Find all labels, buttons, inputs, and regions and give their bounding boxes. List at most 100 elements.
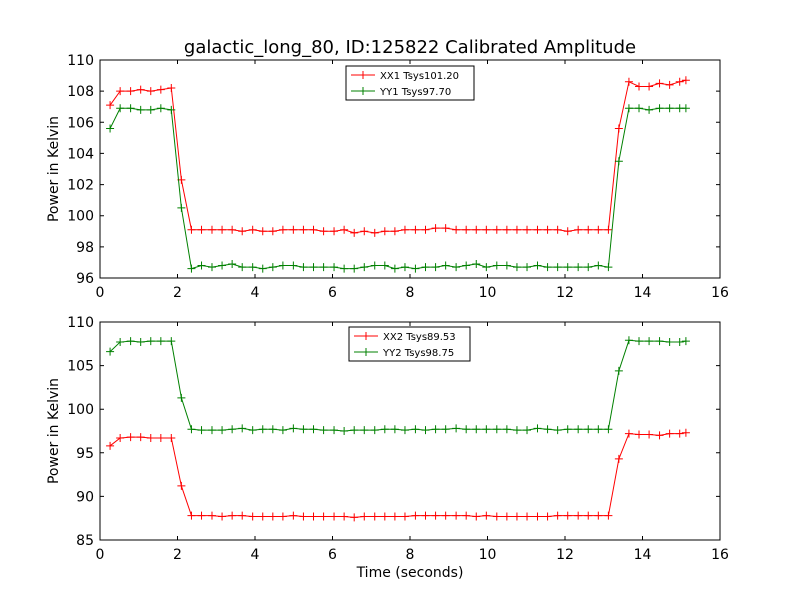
- data-point: [238, 263, 247, 272]
- data-point: [116, 104, 125, 113]
- data-point: [543, 225, 552, 234]
- legend-marker: [359, 87, 367, 95]
- data-point: [472, 225, 481, 234]
- data-point: [482, 225, 491, 234]
- legend-label: YY1 Tsys97.70: [379, 87, 451, 98]
- data-point: [218, 261, 227, 270]
- data-point: [207, 511, 216, 520]
- y-tick-label: 108: [67, 84, 94, 100]
- data-point: [533, 225, 542, 234]
- data-point: [319, 263, 328, 272]
- data-point: [421, 263, 430, 272]
- data-point: [624, 429, 633, 438]
- data-point: [340, 264, 349, 273]
- data-point: [594, 425, 603, 434]
- data-point: [218, 426, 227, 435]
- data-point: [106, 124, 115, 133]
- data-point: [421, 511, 430, 520]
- data-point: [411, 425, 420, 434]
- legend-label: YY2 Tsys98.75: [382, 348, 454, 359]
- data-point: [614, 454, 623, 463]
- data-point: [553, 511, 562, 520]
- data-point: [645, 105, 654, 114]
- data-point: [360, 426, 369, 435]
- data-point: [655, 431, 664, 440]
- data-point: [136, 338, 145, 347]
- data-point: [116, 87, 125, 96]
- y-axis-label: Power in Kelvin: [46, 116, 62, 222]
- data-point: [523, 225, 532, 234]
- data-point: [116, 433, 125, 442]
- data-point: [278, 261, 287, 270]
- x-tick-label: 0: [96, 547, 105, 563]
- data-point: [268, 425, 277, 434]
- data-point: [452, 511, 461, 520]
- data-point: [238, 511, 247, 520]
- data-point: [370, 261, 379, 270]
- data-point: [472, 512, 481, 521]
- series-line-1: [109, 432, 686, 518]
- data-point: [156, 433, 165, 442]
- legend-marker: [362, 332, 370, 340]
- y-tick-label: 90: [76, 489, 94, 505]
- data-point: [665, 338, 674, 347]
- x-tick-label: 6: [328, 285, 337, 301]
- data-point: [492, 261, 501, 270]
- data-point: [574, 511, 583, 520]
- data-point: [350, 426, 359, 435]
- data-point: [197, 261, 206, 270]
- data-point: [665, 429, 674, 438]
- data-point: [604, 263, 613, 272]
- data-point: [523, 263, 532, 272]
- data-point: [512, 512, 521, 521]
- data-point: [136, 433, 145, 442]
- data-point: [553, 426, 562, 435]
- data-point: [441, 511, 450, 520]
- data-point: [360, 263, 369, 272]
- data-point: [258, 227, 267, 236]
- legend-label: XX1 Tsys101.20: [380, 71, 459, 82]
- data-point: [228, 259, 237, 268]
- data-point: [452, 225, 461, 234]
- x-tick-label: 16: [711, 285, 729, 301]
- data-point: [146, 433, 155, 442]
- data-point: [340, 427, 349, 435]
- x-tick-label: 2: [173, 285, 182, 301]
- data-point: [431, 511, 440, 520]
- data-point: [197, 426, 206, 435]
- data-point: [421, 225, 430, 234]
- data-point: [228, 511, 237, 520]
- data-point: [441, 425, 450, 434]
- y-tick-label: 106: [67, 115, 94, 131]
- x-tick-label: 10: [479, 285, 497, 301]
- y-tick-label: 96: [76, 271, 94, 287]
- y-tick-label: 105: [67, 359, 94, 375]
- top-plot: 0 2 4 6 8 10 12 14 16 96 98 100 102 104 106 108 110 Power…: [46, 53, 729, 301]
- data-point: [360, 227, 369, 236]
- data-point: [330, 426, 339, 435]
- data-point: [380, 512, 389, 521]
- data-point: [523, 512, 532, 521]
- data-point: [584, 225, 593, 234]
- y-axis-label: Power in Kelvin: [46, 378, 62, 484]
- data-point: [462, 261, 471, 270]
- data-point: [614, 124, 623, 133]
- data-point: [635, 337, 644, 346]
- data-point: [258, 264, 267, 273]
- data-point: [421, 426, 430, 435]
- data-point: [309, 425, 318, 434]
- data-point: [268, 512, 277, 521]
- y-tick-label: 110: [67, 53, 94, 69]
- data-point: [655, 337, 664, 346]
- data-point: [187, 225, 196, 234]
- data-point: [350, 228, 359, 237]
- data-point: [187, 511, 196, 520]
- data-point: [523, 426, 532, 435]
- data-point: [380, 227, 389, 236]
- data-point: [268, 263, 277, 272]
- data-point: [228, 425, 237, 434]
- data-point: [502, 225, 511, 234]
- data-point: [350, 513, 359, 522]
- data-point: [681, 337, 690, 346]
- data-point: [411, 511, 420, 520]
